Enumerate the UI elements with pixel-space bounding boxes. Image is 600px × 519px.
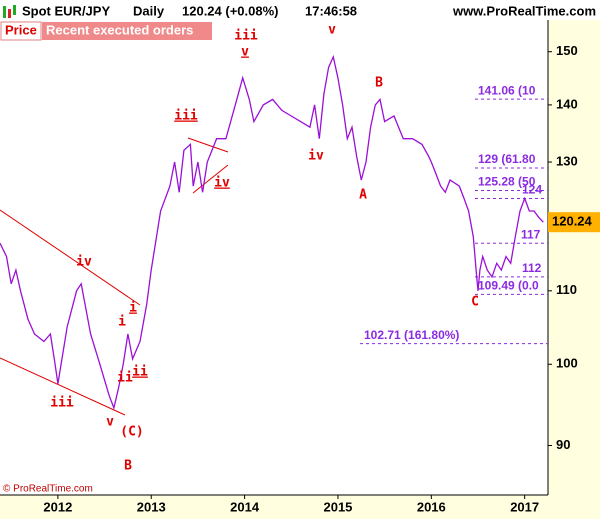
wave-label: iii: [174, 109, 198, 124]
level-label: 102.71 (161.80%): [364, 328, 459, 342]
symbol: Spot EUR/JPY: [22, 3, 110, 18]
y-tick-label: 130: [556, 153, 578, 168]
x-tick-label: 2015: [323, 499, 352, 514]
level-label: 109.49 (0.0: [478, 279, 539, 293]
wave-label: B: [124, 459, 132, 474]
y-tick-label: 150: [556, 43, 578, 58]
change: 120.24 (+0.08%): [182, 3, 278, 18]
timeframe: Daily: [133, 3, 165, 18]
time: 17:46:58: [305, 3, 357, 18]
x-tick-label: 2013: [137, 499, 166, 514]
x-tick-label: 2017: [510, 499, 539, 514]
x-tick-label: 2012: [43, 499, 72, 514]
level-label: 125.28 (50: [478, 175, 536, 189]
wave-label: v: [241, 45, 249, 60]
trendlines: [0, 137, 229, 416]
wave-label: i: [118, 315, 126, 330]
site: www.ProRealTime.com: [452, 3, 596, 18]
copyright: © ProRealTime.com: [3, 484, 93, 495]
y-tick-label: 100: [556, 356, 578, 371]
x-tick-label: 2014: [230, 499, 260, 514]
wave-label: A: [359, 188, 367, 203]
wave-label: iv: [214, 176, 230, 191]
last-price-box: [548, 212, 600, 233]
price-button-label[interactable]: Price: [5, 22, 37, 37]
y-tick-label: 140: [556, 96, 578, 111]
x-tick-label: 2016: [417, 499, 446, 514]
wave-label: C: [471, 295, 479, 310]
y-tick-label: 110: [556, 282, 577, 297]
x-axis-area: [0, 495, 600, 519]
wave-label: v: [328, 23, 336, 38]
y-tick-label: 90: [556, 437, 570, 452]
wave-label: iii: [50, 396, 74, 411]
price-line: [0, 54, 544, 411]
wave-label: (C): [120, 425, 143, 440]
wave-label: iii: [234, 29, 258, 44]
wave-label: ii: [117, 371, 133, 386]
wave-label: B: [375, 76, 383, 91]
wave-label: iv: [308, 149, 324, 164]
wave-label: i: [129, 301, 137, 316]
level-label: 117: [521, 227, 541, 241]
icon: [3, 5, 16, 18]
last-price: 120.24: [552, 214, 593, 229]
price-button[interactable]: [0, 21, 42, 41]
y-axis-area: [548, 20, 600, 519]
level-label: 129 (61.80: [478, 152, 536, 166]
level-label: 124: [522, 183, 542, 197]
level-label: 112: [522, 261, 542, 275]
wave-label: ii: [132, 365, 148, 380]
level-label: 141.06 (10: [478, 83, 536, 97]
wave-label: iv: [76, 255, 92, 270]
wave-label: v: [106, 415, 114, 430]
orders-button-label[interactable]: Recent executed orders: [46, 22, 193, 37]
orders-button[interactable]: [42, 22, 212, 40]
